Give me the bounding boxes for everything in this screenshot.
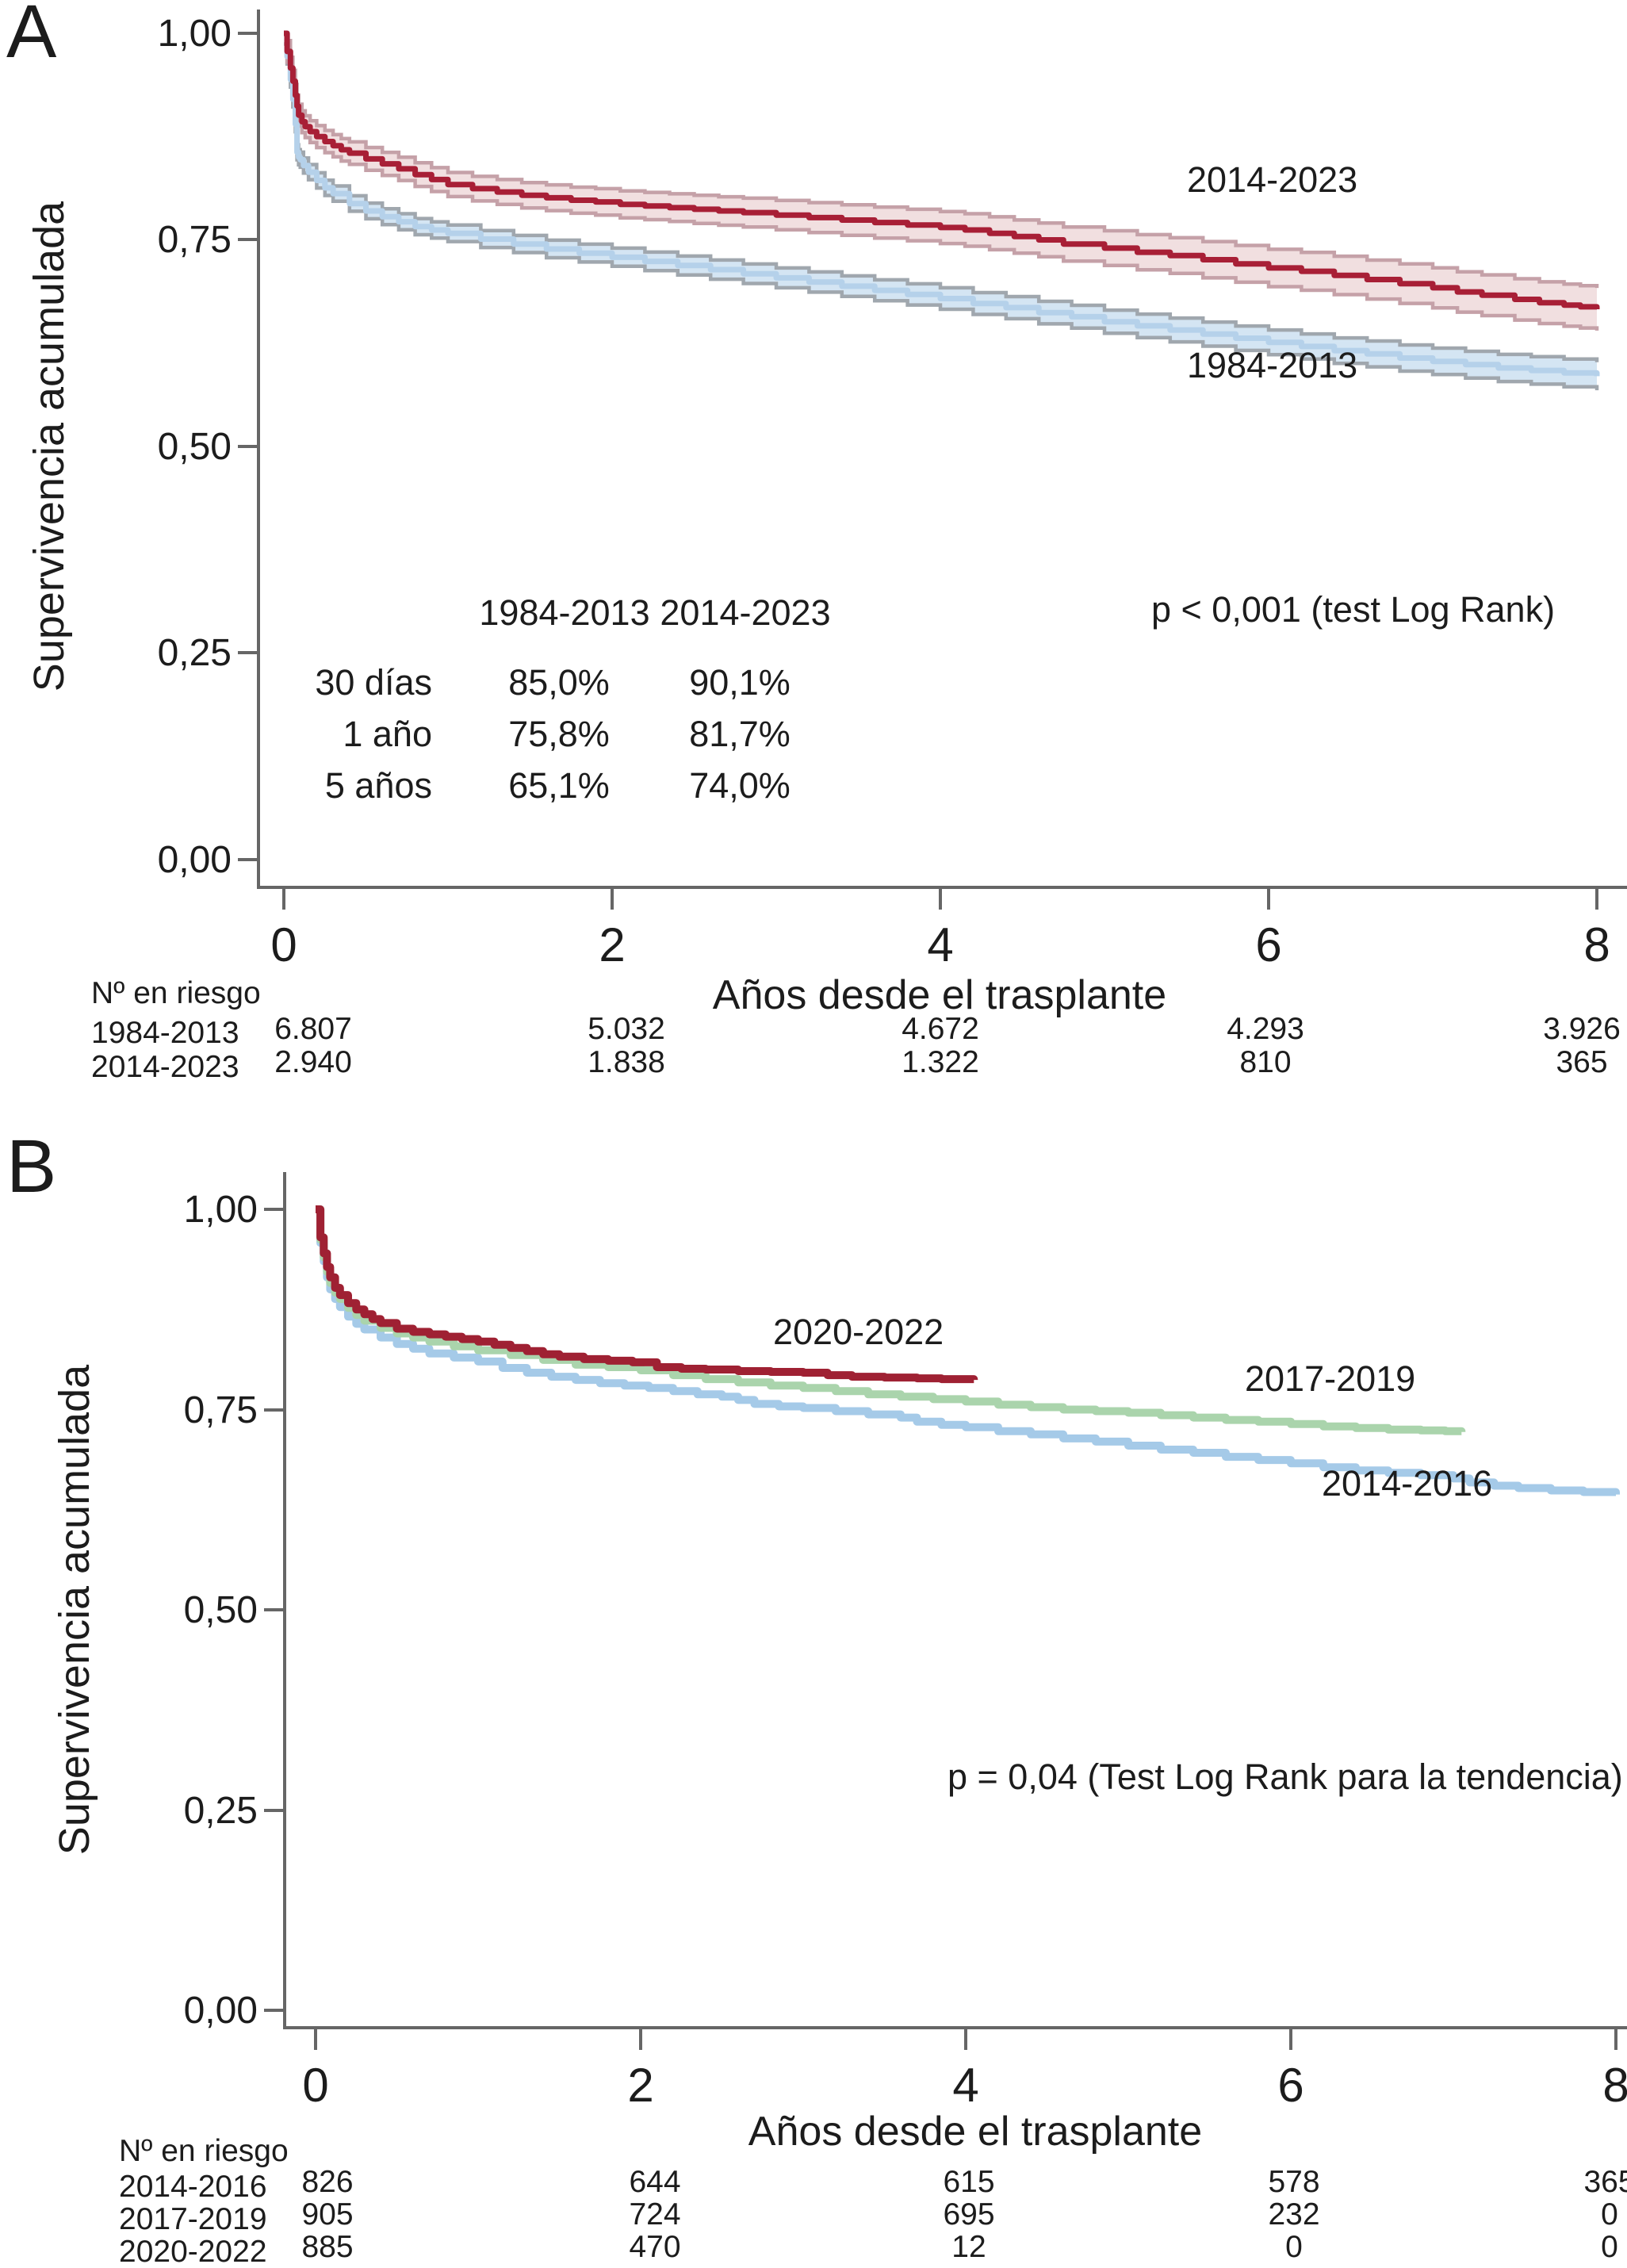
panel-b-curves [316, 1205, 1620, 1496]
risk-value: 810 [1239, 1045, 1291, 1079]
risk-value: 2.940 [274, 1045, 352, 1079]
risk-table-header: Nº en riesgo [119, 2134, 289, 2168]
panel-b-p-value: p = 0,04 (Test Log Rank para la tendenci… [947, 1757, 1623, 1797]
survival-curve-2020-2022 [316, 1205, 978, 1384]
panel-b-xtick-label: 0 [302, 2059, 328, 2112]
panel-b-xtick-label: 8 [1602, 2059, 1627, 2112]
risk-value: 4.672 [902, 1012, 979, 1046]
panel-a-x-axis-title: Años desde el trasplante [713, 972, 1166, 1018]
panel-a-ytick-label: 1,00 [158, 13, 232, 55]
panel-b-letter: B [6, 1124, 56, 1209]
panel-b-xtick-label: 2 [627, 2059, 653, 2112]
panel-a-letter: A [6, 0, 57, 74]
panel-b-xtick-label: 4 [952, 2059, 978, 2112]
curve-label-2014-2023: 2014-2023 [1187, 159, 1357, 200]
risk-value: 470 [629, 2230, 680, 2264]
panel-a-xtick-label: 2 [599, 918, 625, 971]
risk-table-header: Nº en riesgo [91, 976, 261, 1010]
risk-value: 1.322 [902, 1045, 979, 1079]
risk-value: 365 [1583, 2165, 1627, 2199]
panel-a-ytick-label: 0,50 [158, 426, 232, 468]
survival-table-value: 90,1% [689, 662, 791, 703]
risk-value: 644 [629, 2165, 680, 2199]
ci-lower-edge-1984-2013 [284, 39, 1599, 391]
risk-value: 365 [1556, 1045, 1607, 1079]
survival-table-value: 75,8% [508, 714, 610, 754]
curve-label-2020-2022: 2020-2022 [773, 1312, 944, 1352]
risk-value: 578 [1268, 2165, 1319, 2199]
curve-label-1984-2013: 1984-2013 [1187, 345, 1357, 385]
risk-row-label: 1984-2013 [91, 1016, 239, 1050]
risk-value: 0 [1285, 2230, 1303, 2264]
ci-band-2014-2023 [284, 33, 1597, 331]
ci-lower-edge-2014-2023 [284, 42, 1599, 331]
risk-row-label: 2017-2019 [119, 2202, 267, 2236]
panel-a-xtick-label: 4 [927, 918, 953, 971]
risk-value: 1.838 [588, 1045, 665, 1079]
panel-a-ytick-label: 0,75 [158, 219, 232, 261]
ci-band-1984-2013 [284, 33, 1597, 391]
survival-table-header-1984-2013: 1984-2013 [479, 592, 649, 633]
panel-a: A Supervivencia acumulada 1,00 0,75 0,50… [6, 0, 1627, 1084]
panel-b-y-axis-title: Supervivencia acumulada [51, 1364, 98, 1855]
panel-b-ytick-label: 0,75 [184, 1389, 258, 1431]
survival-table-row-label: 5 años [325, 765, 432, 806]
survival-table-value: 74,0% [689, 765, 791, 806]
panel-a-y-axis-title: Supervivencia acumulada [25, 201, 73, 692]
panel-a-p-value: p < 0,001 (test Log Rank) [1151, 589, 1555, 630]
panel-a-curves [284, 30, 1600, 391]
panel-a-ytick-label: 0,25 [158, 632, 232, 674]
curve-label-2014-2016: 2014-2016 [1322, 1463, 1492, 1504]
risk-row-label: 2014-2016 [119, 2170, 267, 2204]
risk-value: 695 [943, 2197, 994, 2232]
survival-curve-1984-2013 [284, 30, 1600, 377]
risk-value: 5.032 [588, 1012, 665, 1046]
survival-table-row-label: 1 año [343, 714, 432, 754]
risk-value: 3.926 [1543, 1012, 1621, 1046]
panel-b-ytick-label: 1,00 [184, 1189, 258, 1231]
risk-row-label: 2014-2023 [91, 1050, 239, 1084]
risk-value: 12 [951, 2230, 986, 2264]
panel-b-risk-table: Nº en riesgo 2014-2016 826 644 615 578 3… [119, 2134, 1627, 2268]
ci-upper-edge-2014-2023 [284, 31, 1599, 289]
panel-a-xtick-label: 0 [270, 918, 297, 971]
risk-value: 826 [301, 2165, 353, 2199]
curve-label-2017-2019: 2017-2019 [1245, 1358, 1415, 1399]
panel-b-ytick-label: 0,50 [184, 1589, 258, 1631]
panel-a-risk-table: Nº en riesgo 1984-2013 6.807 5.032 4.672… [91, 976, 1621, 1084]
panel-b-x-axis-title: Años desde el trasplante [748, 2109, 1202, 2155]
panel-b-ytick-label: 0,00 [184, 1990, 258, 2032]
survival-table-value: 65,1% [508, 765, 610, 806]
panel-b-xtick-label: 6 [1277, 2059, 1304, 2112]
survival-table-value: 81,7% [689, 714, 791, 754]
risk-value: 905 [301, 2197, 353, 2232]
panel-b-ytick-label: 0,25 [184, 1790, 258, 1832]
survival-curve-2014-2023 [284, 30, 1600, 310]
risk-value: 232 [1268, 2197, 1319, 2232]
risk-value: 4.293 [1227, 1012, 1304, 1046]
risk-value: 0 [1601, 2197, 1618, 2232]
risk-value: 615 [943, 2165, 994, 2199]
panel-a-xtick-label: 6 [1255, 918, 1281, 971]
survival-curve-2014-2016 [316, 1205, 1620, 1496]
survival-table-header-2014-2023: 2014-2023 [660, 592, 830, 633]
panel-a-survival-table: 1984-2013 2014-2023 30 días 85,0% 90,1% … [315, 592, 830, 806]
panel-b: B Supervivencia acumulada 1,00 0,75 0,50… [6, 1124, 1627, 2268]
risk-row-label: 2020-2022 [119, 2235, 267, 2268]
risk-value: 724 [629, 2197, 680, 2232]
risk-value: 6.807 [274, 1012, 352, 1046]
panel-a-xtick-label: 8 [1583, 918, 1610, 971]
risk-value: 0 [1601, 2230, 1618, 2264]
survival-table-row-label: 30 días [315, 662, 432, 703]
survival-table-value: 85,0% [508, 662, 610, 703]
panel-a-ytick-label: 0,00 [158, 839, 232, 881]
risk-value: 885 [301, 2230, 353, 2264]
